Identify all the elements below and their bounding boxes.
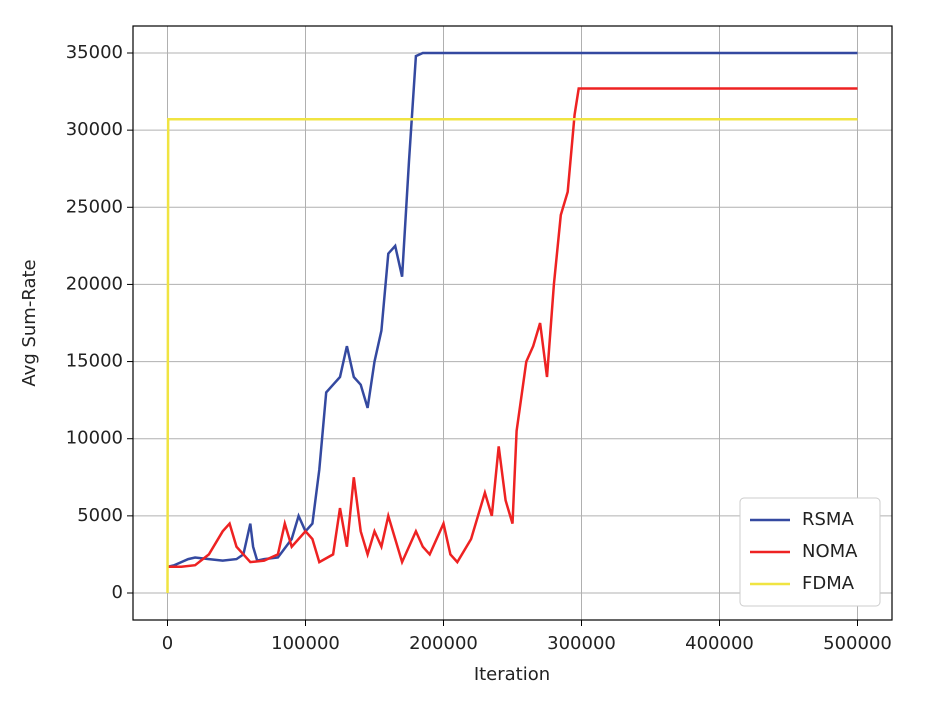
x-tick-label: 300000 [547,633,616,654]
y-axis-label: Avg Sum-Rate [19,259,40,386]
y-tick-label: 5000 [77,505,123,526]
x-tick-label: 200000 [409,633,478,654]
y-tick-label: 25000 [66,196,123,217]
y-tick-label: 0 [112,582,123,603]
plot-frame [132,25,893,621]
legend-label: RSMA [802,509,854,530]
legend-box [739,497,881,607]
x-tick-label: 500000 [823,633,892,654]
y-tick-label: 20000 [66,273,123,294]
x-axis-label: Iteration [474,664,550,685]
y-tick-label: 15000 [66,351,123,372]
legend: RSMA NOMA FDMA [739,497,881,607]
y-tick-label: 10000 [66,428,123,449]
x-tick-label: 400000 [685,633,754,654]
series-line [167,87,858,569]
y-tick-label: 35000 [66,42,123,63]
x-tick-label: 100000 [271,633,340,654]
x-tick-label: 0 [162,633,173,654]
series-line [166,118,858,594]
series-line [167,51,858,569]
legend-label: NOMA [802,541,858,562]
y-tick-label: 30000 [66,119,123,140]
legend-label: FDMA [802,573,855,594]
